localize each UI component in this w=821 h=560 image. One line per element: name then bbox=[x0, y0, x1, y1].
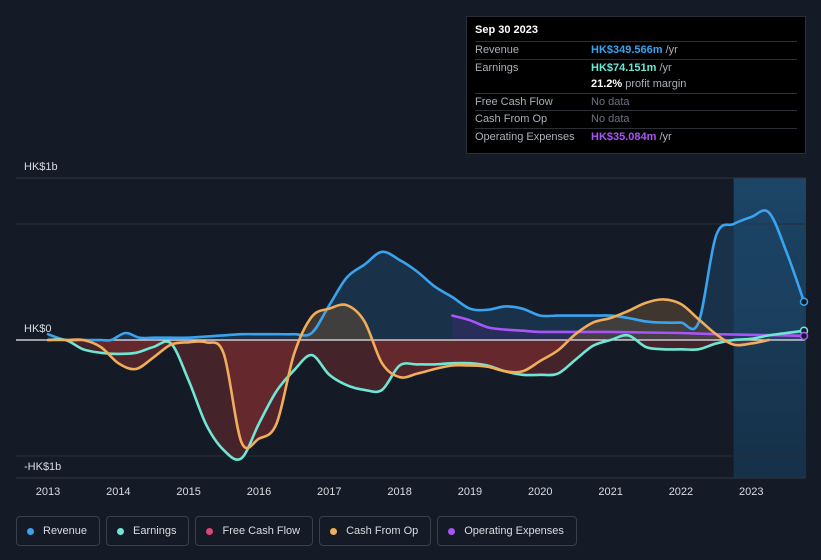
tooltip-row: 21.2% profit margin bbox=[475, 76, 797, 93]
x-axis-label: 2013 bbox=[36, 486, 60, 498]
series-line-operating-expenses bbox=[451, 314, 806, 338]
legend-item-free-cash-flow[interactable]: Free Cash Flow bbox=[195, 516, 314, 546]
legend-dot-icon bbox=[117, 527, 125, 535]
legend-dot-icon bbox=[206, 527, 214, 535]
legend-label: Earnings bbox=[133, 525, 177, 537]
y-axis-label: HK$1b bbox=[24, 161, 58, 173]
endpoint-marker-revenue bbox=[799, 297, 809, 306]
x-axis-label: 2015 bbox=[176, 486, 200, 498]
tooltip-date: Sep 30 2023 bbox=[475, 24, 538, 36]
tooltip-row-label: Earnings bbox=[475, 61, 519, 74]
x-axis-label: 2014 bbox=[106, 486, 130, 498]
legend-label: Cash From Op bbox=[346, 525, 419, 537]
legend-dot-icon bbox=[330, 527, 338, 535]
endpoint-marker-operating-expenses bbox=[799, 331, 809, 341]
area-positive-cash-from-op bbox=[48, 299, 769, 340]
x-axis-label: 2023 bbox=[739, 486, 763, 498]
x-axis-label: 2018 bbox=[387, 486, 411, 498]
data-tooltip: Sep 30 2023 Revenue HK$349.566m /yr Earnin… bbox=[466, 16, 806, 154]
tooltip-row: Operating Expenses HK$35.084m /yr bbox=[475, 127, 797, 146]
tooltip-row-value: 21.2% profit margin bbox=[591, 78, 687, 91]
tooltip-row-label: Free Cash Flow bbox=[475, 95, 553, 108]
tooltip-row-label: Cash From Op bbox=[475, 113, 548, 126]
tooltip-row-label: Revenue bbox=[475, 44, 520, 57]
legend-label: Operating Expenses bbox=[464, 525, 564, 537]
legend-dot-icon bbox=[27, 527, 34, 535]
financial-history-chart: HK$1b HK$0 -HK$1b 2013 2014 2015 2016 2017 2018… bbox=[16, 161, 809, 498]
tooltip-row-value: No data bbox=[591, 95, 630, 108]
legend-item-revenue[interactable]: Revenue bbox=[16, 516, 101, 546]
tooltip-row-value: HK$35.084m /yr bbox=[591, 130, 672, 143]
legend-item-cash-from-op[interactable]: Cash From Op bbox=[319, 516, 432, 546]
legend-item-operating-expenses[interactable]: Operating Expenses bbox=[437, 516, 577, 546]
area-positive-operating-expenses bbox=[452, 315, 804, 340]
x-axis-label: 2019 bbox=[458, 486, 482, 498]
y-axis-label: -HK$1b bbox=[24, 461, 61, 473]
legend-item-earnings[interactable]: Earnings bbox=[106, 516, 190, 546]
series-line-revenue bbox=[46, 209, 806, 342]
legend-dot-icon bbox=[448, 527, 456, 535]
series-line-cash-from-op bbox=[46, 298, 771, 450]
tooltip-row: Free Cash Flow No data bbox=[475, 92, 797, 111]
x-axis-label: 2017 bbox=[317, 486, 341, 498]
tooltip-row: Revenue HK$349.566m /yr bbox=[475, 41, 797, 59]
tooltip-row-value: HK$349.566m /yr bbox=[591, 44, 678, 57]
tooltip-row-value: HK$74.151m /yr bbox=[591, 61, 672, 74]
tooltip-row-value: No data bbox=[591, 113, 630, 126]
tooltip-row: Earnings HK$74.151m /yr bbox=[475, 58, 797, 77]
tooltip-row: Cash From Op No data bbox=[475, 110, 797, 128]
legend-label: Free Cash Flow bbox=[222, 525, 301, 537]
x-axis-label: 2022 bbox=[669, 486, 693, 498]
x-axis-label: 2021 bbox=[598, 486, 622, 498]
area-positive-revenue bbox=[48, 210, 804, 340]
tooltip-row-label: Operating Expenses bbox=[475, 130, 575, 143]
x-axis-label: 2020 bbox=[528, 486, 552, 498]
chart-legend: Revenue Earnings Free Cash Flow Cash From O… bbox=[16, 516, 577, 546]
x-axis-label: 2016 bbox=[247, 486, 271, 498]
y-axis-label: HK$0 bbox=[24, 323, 52, 335]
legend-label: Revenue bbox=[43, 525, 88, 537]
